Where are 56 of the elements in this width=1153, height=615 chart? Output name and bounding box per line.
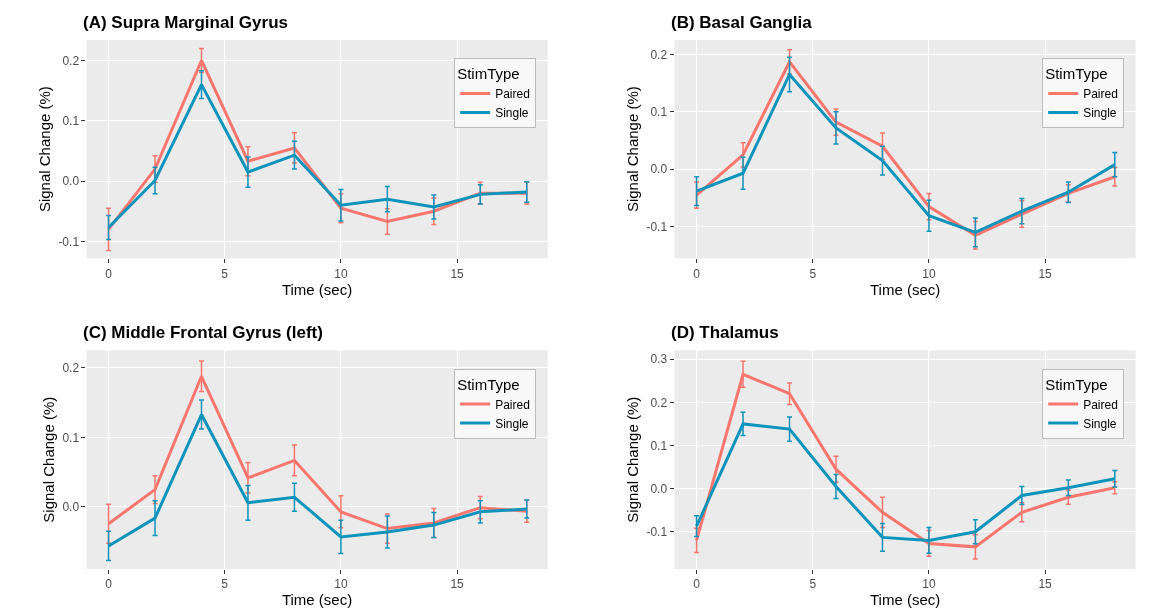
- x-tick-label: 10: [922, 577, 936, 592]
- y-tick-label: -0.1: [646, 524, 668, 539]
- y-axis-title: Signal Change (%): [39, 396, 57, 523]
- y-tick-label: 0.1: [62, 113, 80, 128]
- y-tick-label: 0.0: [62, 174, 80, 189]
- legend-label: Paired: [495, 397, 530, 412]
- legend-label: Paired: [495, 87, 530, 102]
- x-tick-label: 15: [1038, 577, 1053, 592]
- x-tick-label: 10: [922, 266, 936, 281]
- x-tick-label: 5: [809, 577, 817, 592]
- x-axis-title: Time (sec): [869, 280, 941, 298]
- x-tick-label: 5: [221, 266, 229, 281]
- chart-title: (D) Thalamus: [671, 323, 779, 342]
- x-tick-label: 0: [693, 266, 701, 281]
- legend-title: StimType: [457, 64, 520, 82]
- legend-label: Single: [1083, 416, 1117, 431]
- x-tick-label: 0: [693, 577, 701, 592]
- chart-title: (C) Middle Frontal Gyrus (left): [83, 323, 323, 342]
- y-tick-label: 0.1: [650, 104, 668, 119]
- x-tick-label: 15: [450, 266, 465, 281]
- x-tick-label: 5: [221, 577, 229, 592]
- y-tick-label: -0.1: [58, 234, 80, 249]
- y-tick-label: 0.2: [62, 361, 80, 376]
- legend-title: StimType: [457, 375, 520, 393]
- y-tick-label: 0.2: [650, 47, 668, 62]
- chart-title: (B) Basal Ganglia: [671, 13, 813, 32]
- legend-title: StimType: [1045, 375, 1108, 393]
- y-tick-label: 0.0: [650, 162, 668, 177]
- x-axis-title: Time (sec): [869, 591, 941, 609]
- x-tick-label: 15: [450, 577, 465, 592]
- y-tick-label: 0.0: [650, 481, 668, 496]
- x-tick-label: 10: [334, 266, 348, 281]
- y-tick-label: 0.1: [650, 438, 668, 453]
- y-tick-label: 0.3: [650, 352, 668, 367]
- y-axis-title: Signal Change (%): [35, 86, 53, 213]
- x-axis-title: Time (sec): [281, 280, 353, 298]
- legend-label: Paired: [1083, 397, 1118, 412]
- y-tick-label: 0.1: [62, 430, 80, 445]
- x-axis-title: Time (sec): [281, 591, 353, 609]
- legend-title: StimType: [1045, 64, 1108, 82]
- chart-title: (A) Supra Marginal Gyrus: [83, 13, 288, 32]
- legend-label: Paired: [1083, 87, 1118, 102]
- x-tick-label: 15: [1038, 266, 1053, 281]
- y-axis-title: Signal Change (%): [623, 396, 641, 523]
- y-axis-title: Signal Change (%): [623, 86, 641, 213]
- y-tick-label: 0.0: [62, 500, 80, 515]
- legend-label: Single: [495, 106, 529, 121]
- x-tick-label: 10: [334, 577, 348, 592]
- y-tick-label: 0.2: [650, 395, 668, 410]
- x-tick-label: 5: [809, 266, 817, 281]
- x-tick-label: 0: [105, 266, 113, 281]
- legend-label: Single: [495, 416, 529, 431]
- x-tick-label: 0: [105, 577, 113, 592]
- y-tick-label: 0.2: [62, 53, 80, 68]
- y-tick-label: -0.1: [646, 219, 668, 234]
- legend-label: Single: [1083, 106, 1117, 121]
